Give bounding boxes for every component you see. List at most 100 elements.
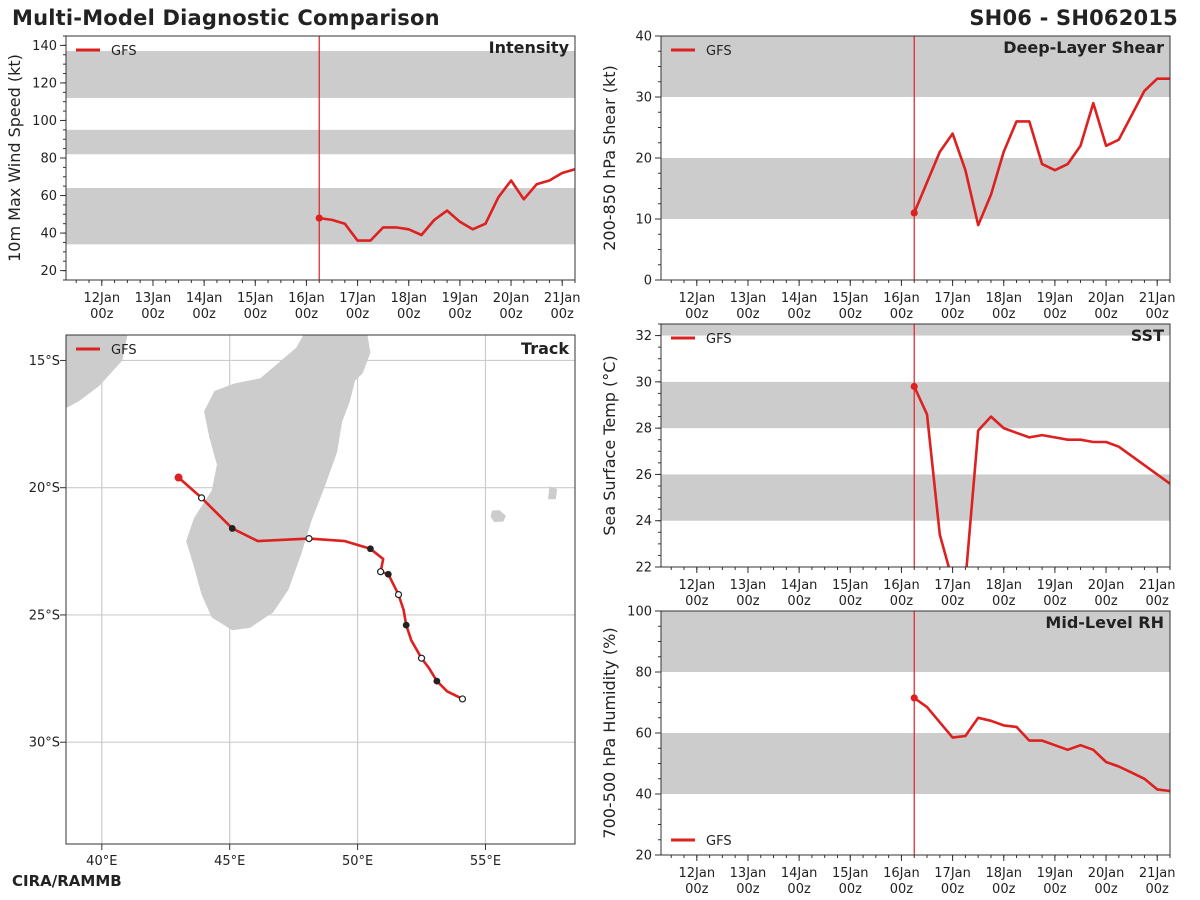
intensity-ytick-label: 80	[40, 152, 57, 167]
intensity-gfs-line	[319, 168, 575, 242]
intensity-ylabel: 10m Max Wind Speed (kt)	[5, 54, 24, 262]
rh-xtick-label: 12Jan	[679, 866, 716, 881]
rh-xtick-label: 15Jan	[832, 866, 869, 881]
track-point-open	[417, 654, 426, 662]
shear-ylabel: 200-850 hPa Shear (kt)	[600, 65, 619, 251]
intensity-xtick-label: 00z	[90, 307, 114, 322]
intensity-xtick-label: 00z	[448, 307, 472, 322]
shear-xtick-label: 00z	[890, 307, 914, 322]
sst-xtick-label: 00z	[992, 594, 1016, 609]
rh-xtick-label: 16Jan	[883, 866, 920, 881]
track-xtick-label: 40°E	[86, 854, 117, 869]
intensity-chart: 2040608010012014012Jan00z13Jan00z14Jan00…	[5, 35, 581, 322]
shear-ytick-label: 30	[635, 91, 652, 106]
sst-xtick-label: 20Jan	[1088, 578, 1125, 593]
intensity-xtick-label: 13Jan	[135, 291, 172, 306]
sst-xtick-label: 12Jan	[679, 578, 716, 593]
sst-xtick-label: 00z	[1043, 594, 1067, 609]
sst-ytick-label: 22	[635, 561, 652, 576]
rh-xtick-label: 00z	[890, 882, 914, 897]
intensity-xtick-label: 21Jan	[544, 291, 581, 306]
shear-xtick-label: 00z	[941, 307, 965, 322]
intensity-band-2	[66, 51, 575, 98]
rh-xtick-label: 20Jan	[1088, 866, 1125, 881]
intensity-band-1	[66, 129, 575, 155]
rh-band-0	[661, 733, 1170, 794]
sst-xtick-label: 00z	[736, 594, 760, 609]
rh-xtick-label: 00z	[992, 882, 1016, 897]
sst-ytick-label: 32	[635, 329, 652, 344]
rh-xtick-label: 00z	[1094, 882, 1118, 897]
intensity-xtick-label: 00z	[295, 307, 319, 322]
rh-xtick-label: 13Jan	[730, 866, 767, 881]
shear-xtick-label: 00z	[839, 307, 863, 322]
track-point-filled	[384, 570, 392, 578]
sst-xtick-label: 18Jan	[985, 578, 1022, 593]
rh-xtick-label: 00z	[1146, 882, 1170, 897]
intensity-xtick-label: 19Jan	[442, 291, 479, 306]
shear-xtick-label: 16Jan	[883, 291, 920, 306]
rh-xtick-label: 00z	[941, 882, 965, 897]
sst-xtick-label: 00z	[941, 594, 965, 609]
intensity-ytick-label: 100	[32, 114, 57, 129]
intensity-xtick-label: 15Jan	[237, 291, 274, 306]
rh-gfs-line	[913, 696, 1170, 793]
rh-title: Mid-Level RH	[1045, 613, 1164, 632]
rh-legend-label: GFS	[706, 834, 732, 849]
track-xtick-label: 55°E	[470, 854, 501, 869]
shear-ytick-label: 20	[635, 152, 652, 167]
track-frame	[65, 334, 576, 845]
sst-xtick-label: 17Jan	[934, 578, 971, 593]
track-xtick-label: 45°E	[214, 854, 245, 869]
shear-xtick-label: 00z	[992, 307, 1016, 322]
intensity-ytick-label: 140	[32, 39, 57, 54]
sst-ytick-label: 28	[635, 422, 652, 437]
rh-xtick-label: 17Jan	[934, 866, 971, 881]
rh-xtick-label: 00z	[1043, 882, 1067, 897]
intensity-ytick-label: 40	[40, 227, 57, 242]
sst-ytick-label: 30	[635, 375, 652, 390]
track-ytick-label: 30°S	[29, 736, 60, 751]
mauritius-island	[548, 486, 558, 500]
track-point-filled	[228, 525, 236, 532]
intensity-init-point	[315, 214, 323, 222]
track-chart: 40°E 45°E 50°E 55°E 15°S 20°S 25°S 30°S Track GFS	[29, 334, 576, 869]
sst-xtick-label: 14Jan	[781, 578, 818, 593]
intensity-title: Intensity	[489, 38, 570, 57]
intensity-ytick-label: 60	[40, 189, 57, 204]
sst-xtick-label: 21Jan	[1139, 578, 1176, 593]
shear-xtick-label: 20Jan	[1088, 291, 1125, 306]
intensity-xtick-label: 14Jan	[186, 291, 223, 306]
sst-ylabel: Sea Surface Temp (°C)	[600, 355, 619, 535]
sst-legend-label: GFS	[706, 332, 732, 347]
sst-chart: 22242628303212Jan00z13Jan00z14Jan00z15Ja…	[600, 323, 1176, 609]
shear-xtick-label: 00z	[787, 307, 811, 322]
track-point-open	[197, 494, 206, 502]
track-point-open	[305, 534, 313, 543]
shear-xtick-label: 00z	[1146, 307, 1170, 322]
sst-frame	[660, 323, 1171, 568]
sst-xtick-label: 19Jan	[1037, 578, 1074, 593]
footer-credit: CIRA/RAMMB	[12, 872, 122, 890]
shear-init-point	[910, 209, 918, 217]
shear-xtick-label: 13Jan	[730, 291, 767, 306]
intensity-xtick-label: 20Jan	[493, 291, 530, 306]
track-map-area	[66, 335, 575, 844]
rh-init-point	[910, 694, 918, 702]
intensity-ytick-label: 20	[40, 264, 57, 279]
rh-chart: 2040608010012Jan00z13Jan00z14Jan00z15Jan…	[600, 605, 1176, 898]
shear-xtick-label: 00z	[736, 307, 760, 322]
sst-gfs-line	[913, 385, 1170, 567]
rh-ytick-label: 20	[635, 849, 652, 864]
intensity-xtick-label: 18Jan	[390, 291, 427, 306]
rh-ytick-label: 100	[627, 605, 652, 620]
rh-xtick-label: 00z	[736, 882, 760, 897]
shear-xtick-label: 15Jan	[832, 291, 869, 306]
shear-gfs-line	[913, 77, 1170, 227]
track-ytick-label: 20°S	[29, 481, 60, 496]
rh-xtick-label: 18Jan	[985, 866, 1022, 881]
sst-xtick-label: 00z	[685, 594, 709, 609]
intensity-xtick-label: 00z	[397, 307, 421, 322]
intensity-xtick-label: 00z	[244, 307, 268, 322]
